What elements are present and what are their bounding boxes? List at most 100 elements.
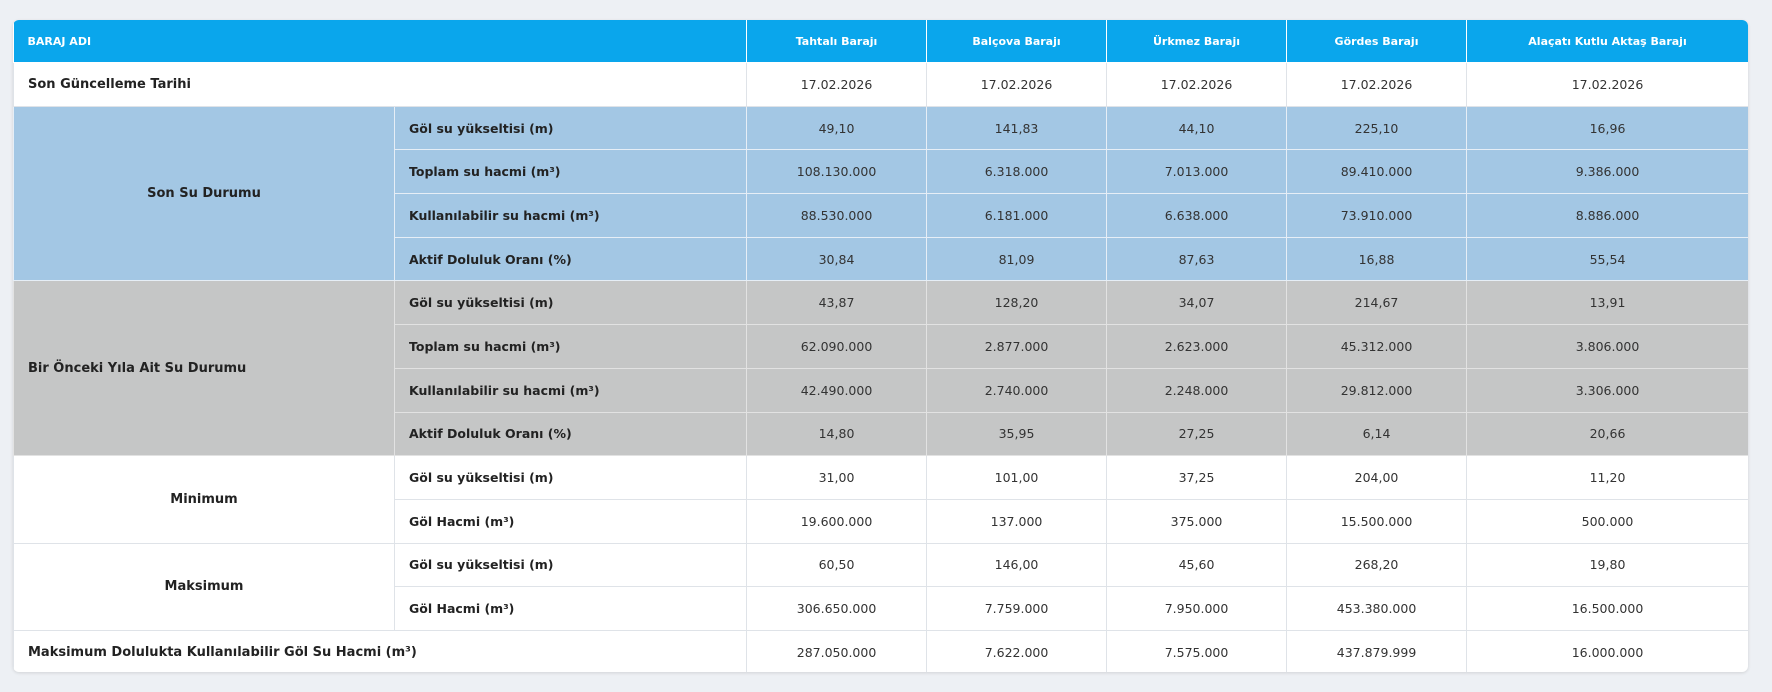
cell-value: 128,20 (926, 280, 1108, 326)
row-label: Göl su yükseltisi (m) (393, 105, 748, 151)
cell-value: 306.650.000 (746, 586, 928, 631)
cell-value: 101,00 (926, 455, 1108, 500)
cell-value: 19.600.000 (746, 498, 928, 544)
cell-value: 16,88 (1286, 236, 1468, 282)
cell-value: 30,84 (746, 236, 928, 282)
cell-value: 14,80 (746, 411, 928, 457)
cell-value: 34,07 (1106, 280, 1288, 326)
group-title-maximum: Maksimum (13, 542, 395, 631)
cell-value: 287.050.000 (746, 629, 928, 672)
header-dam-tahtali: Tahtalı Barajı (746, 20, 928, 63)
cell-value: 7.950.000 (1106, 586, 1288, 631)
cell-value: 108.130.000 (746, 149, 928, 195)
cell-value: 73.910.000 (1286, 193, 1468, 238)
cell-value: 7.759.000 (926, 586, 1108, 631)
row-label: Son Güncelleme Tarihi (13, 62, 748, 107)
cell-value: 146,00 (926, 542, 1108, 588)
cell-value: 31,00 (746, 455, 928, 500)
header-dam-gordes: Gördes Barajı (1286, 20, 1468, 63)
cell-value: 2.248.000 (1106, 367, 1288, 413)
cell-value: 3.806.000 (1466, 324, 1748, 369)
cell-value: 45,60 (1106, 542, 1288, 588)
table-row: Toplam su hacmi (m³) 62.090.000 2.877.00… (14, 324, 1748, 369)
cell-value: 45.312.000 (1286, 324, 1468, 369)
cell-value: 6,14 (1286, 411, 1468, 457)
dam-status-card: BARAJ ADI Tahtalı Barajı Balçova Barajı … (13, 20, 1748, 672)
cell-value: 19,80 (1466, 542, 1748, 588)
cell-value: 49,10 (746, 105, 928, 151)
cell-value: 88.530.000 (746, 193, 928, 238)
group-title-current: Son Su Durumu (13, 105, 395, 282)
cell-value: 20,66 (1466, 411, 1748, 457)
cell-value: 141,83 (926, 105, 1108, 151)
cell-value: 89.410.000 (1286, 149, 1468, 195)
cell-value: 81,09 (926, 236, 1108, 282)
table-row: Minimum Göl su yükseltisi (m) 31,00 101,… (13, 455, 1748, 544)
cell-value: 16,96 (1466, 105, 1748, 151)
cell-value: 29.812.000 (1286, 367, 1468, 413)
cell-value: 15.500.000 (1286, 498, 1468, 544)
cell-value: 87,63 (1106, 236, 1288, 282)
row-label: Toplam su hacmi (m³) (393, 324, 748, 369)
row-label: Maksimum Dolulukta Kullanılabilir Göl Su… (13, 629, 748, 672)
table-row: Toplam su hacmi (m³) 108.130.000 6.318.0… (14, 149, 1748, 195)
cell-value: 500.000 (1466, 498, 1748, 544)
table-row: Maksimum Göl su yükseltisi (m) 60,50 146… (13, 542, 1748, 631)
cell-value: 35,95 (926, 411, 1108, 457)
cell-value: 16.500.000 (1466, 586, 1748, 631)
cell-value: 453.380.000 (1286, 586, 1468, 631)
cell-value: 43,87 (746, 280, 928, 326)
cell-value: 2.877.000 (926, 324, 1108, 369)
dam-status-table: BARAJ ADI Tahtalı Barajı Balçova Barajı … (13, 20, 1748, 672)
cell-value: 27,25 (1106, 411, 1288, 457)
cell-value: 268,20 (1286, 542, 1468, 588)
table-row: Göl Hacmi (m³) 306.650.000 7.759.000 7.9… (14, 586, 1748, 631)
cell-value: 8.886.000 (1466, 193, 1748, 238)
cell-value: 60,50 (746, 542, 928, 588)
row-label: Göl Hacmi (m³) (393, 498, 748, 544)
table-row-update-date: Son Güncelleme Tarihi 17.02.2026 17.02.2… (13, 62, 1748, 107)
cell-value: 17.02.2026 (1286, 62, 1468, 107)
cell-value: 7.622.000 (926, 629, 1108, 672)
cell-value: 3.306.000 (1466, 367, 1748, 413)
cell-value: 62.090.000 (746, 324, 928, 369)
cell-value: 17.02.2026 (746, 62, 928, 107)
table-row: Kullanılabilir su hacmi (m³) 42.490.000 … (14, 367, 1748, 413)
cell-value: 2.623.000 (1106, 324, 1288, 369)
cell-value: 437.879.999 (1286, 629, 1468, 672)
header-dam-name-label: BARAJ ADI (13, 20, 748, 63)
table-row-max-usable: Maksimum Dolulukta Kullanılabilir Göl Su… (13, 629, 1748, 672)
header-dam-alacati: Alaçatı Kutlu Aktaş Barajı (1466, 20, 1748, 63)
table-row: Aktif Doluluk Oranı (%) 14,80 35,95 27,2… (14, 411, 1748, 457)
cell-value: 7.575.000 (1106, 629, 1288, 672)
cell-value: 13,91 (1466, 280, 1748, 326)
cell-value: 375.000 (1106, 498, 1288, 544)
table-row: Son Su Durumu Göl su yükseltisi (m) 49,1… (13, 105, 1748, 282)
cell-value: 2.740.000 (926, 367, 1108, 413)
header-dam-balcova: Balçova Barajı (926, 20, 1108, 63)
cell-value: 37,25 (1106, 455, 1288, 500)
row-label: Göl su yükseltisi (m) (393, 455, 748, 500)
cell-value: 6.318.000 (926, 149, 1108, 195)
cell-value: 9.386.000 (1466, 149, 1748, 195)
cell-value: 204,00 (1286, 455, 1468, 500)
row-label: Göl su yükseltisi (m) (393, 542, 748, 588)
cell-value: 16.000.000 (1466, 629, 1748, 672)
row-label: Toplam su hacmi (m³) (393, 149, 748, 195)
row-label: Aktif Doluluk Oranı (%) (393, 236, 748, 282)
group-title-previous: Bir Önceki Yıla Ait Su Durumu (13, 280, 395, 457)
cell-value: 55,54 (1466, 236, 1748, 282)
cell-value: 17.02.2026 (1106, 62, 1288, 107)
group-title-minimum: Minimum (13, 455, 395, 544)
table-row: Göl Hacmi (m³) 19.600.000 137.000 375.00… (14, 498, 1748, 544)
table-row: Bir Önceki Yıla Ait Su Durumu Göl su yük… (13, 280, 1748, 457)
cell-value: 44,10 (1106, 105, 1288, 151)
cell-value: 225,10 (1286, 105, 1468, 151)
header-dam-urkmez: Ürkmez Barajı (1106, 20, 1288, 63)
cell-value: 17.02.2026 (926, 62, 1108, 107)
row-label: Kullanılabilir su hacmi (m³) (393, 193, 748, 238)
cell-value: 6.638.000 (1106, 193, 1288, 238)
cell-value: 7.013.000 (1106, 149, 1288, 195)
cell-value: 214,67 (1286, 280, 1468, 326)
table-row: Aktif Doluluk Oranı (%) 30,84 81,09 87,6… (14, 236, 1748, 282)
